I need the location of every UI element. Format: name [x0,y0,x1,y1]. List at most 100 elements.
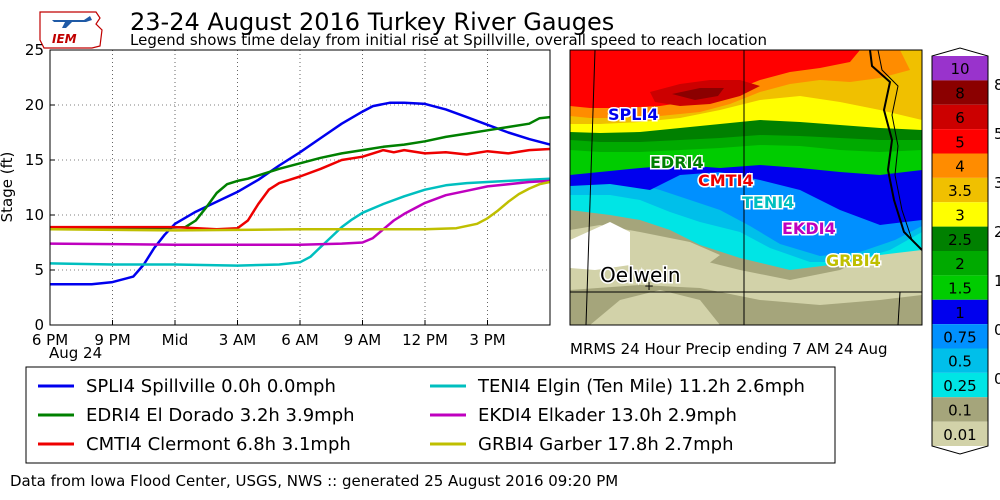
colorbar-label: 6 [955,109,965,127]
x-tick-label: 3 PM [469,331,505,349]
legend-label: SPLI4 Spillville 0.0h 0.0mph [86,376,336,397]
county-line [897,291,901,325]
colorbar-axis-label: 3 [994,174,1000,192]
date-label: Aug 24 [49,344,102,362]
colorbar-label: 2 [955,255,965,273]
legend-label: GRBI4 Garber 17.8h 2.7mph [478,434,734,455]
x-tick-label: 3 AM [219,331,257,349]
legend: SPLI4 Spillville 0.0h 0.0mph EDRI4 El Dor… [25,366,836,464]
station-labels: SPLI4 EDRI4 CMTI4 TENI4 EKDI4 GRBI4 [607,104,883,272]
colorbar-label: 1 [955,304,965,322]
series-line-spli4 [50,101,550,286]
colorbar-swatch [932,202,988,227]
colorbar-swatch [932,104,988,130]
y-tick-label: 15 [25,151,44,169]
colorbar-axis-label: 8 [994,76,1000,94]
x-tick-label: Mid [162,331,189,349]
legend-label: EKDI4 Elkader 13.0h 2.9mph [478,405,737,426]
y-tick-label: 10 [25,206,44,224]
colorbar-label: 8 [955,85,965,103]
colorbar-label: 0.75 [943,328,976,346]
colorbar-swatch [932,421,988,446]
grid-lines [50,50,550,325]
series-line-cmti4 [50,147,550,231]
county-line [585,50,596,325]
colorbar-label: 0.1 [948,401,972,419]
x-tick-label: 6 PM [32,331,68,349]
river-line [877,50,913,241]
map-frame [569,49,923,326]
stage-chart: 0 5 10 15 20 25 6 PM 9 PM Mid 3 AM 6 AM 9 AM 12 PM 3… [0,41,551,362]
colorbar-frame [931,47,989,455]
colorbar-swatch [932,299,988,325]
colorbar-label: 10 [950,60,969,78]
colorbar-label: 2.5 [948,231,972,249]
precip-map: SPLI4 EDRI4 CMTI4 TENI4 EKDI4 GRBI4 Oelw… [569,49,923,358]
footer-credit: Data from Iowa Flood Center, USGS, NWS :… [10,472,618,490]
colorbar-swatch [932,275,988,300]
colorbar-axis-label: 0 [994,321,1000,339]
colorbar-swatch [932,251,988,276]
state-border [869,50,922,251]
y-axis: 0 5 10 15 20 25 [25,41,55,334]
colorbar-label: 1.5 [948,280,972,298]
airplane-icon [52,16,92,28]
series-line-ekdi4 [50,179,550,246]
series-line-teni4 [50,177,550,267]
legend-label: EDRI4 El Dorado 3.2h 3.9mph [86,405,355,426]
colorbar-swatch [932,348,988,373]
map-caption: MRMS 24 Hour Precip ending 7 AM 24 Aug [570,340,888,358]
chart-subtitle: Legend shows time delay from initial ris… [130,31,767,49]
station-label-ekdi4: EKDI4 [782,219,836,238]
precip-colorbar: 1086543.532.521.510.750.50.250.10.018532… [931,47,1000,455]
station-label-edri4: EDRI4 [650,153,704,172]
station-label-teni4: TENI4 [742,193,794,212]
colorbar-swatch [932,153,988,178]
colorbar-swatch [932,177,988,203]
x-tick-label: 6 AM [281,331,319,349]
series-line-edri4 [50,115,550,230]
x-tick-label: 12 PM [402,331,448,349]
colorbar-axis-label: 0 [994,370,1000,388]
colorbar-swatch [932,80,988,105]
colorbar-axis-label: 5 [994,125,1000,143]
series-line-grbi4 [50,180,550,232]
colorbar-axis-label: 2 [994,223,1000,241]
x-axis: 6 PM 9 PM Mid 3 AM 6 AM 9 AM 12 PM 3 PM [32,320,506,349]
no-data-area [570,222,630,270]
colorbar-label: 0.01 [943,426,976,444]
logo-text: IEM [52,32,77,46]
y-tick-label: 20 [25,96,44,114]
colorbar-label: 3 [955,206,965,224]
x-tick-label: 9 PM [94,331,130,349]
colorbar-axis-label: 1 [994,272,1000,290]
colorbar-swatch [932,56,988,81]
precip-band-south-dry [590,290,720,325]
precip-band-8 [672,88,724,100]
legend-label: TENI4 Elgin (Ten Mile) 11.2h 2.6mph [477,376,805,397]
colorbar-swatch [932,397,988,422]
colorbar-label: 5 [955,133,965,151]
y-tick-label: 25 [25,41,44,59]
y-axis-label: Stage (ft) [0,152,16,223]
series-lines [50,101,550,286]
station-label-cmti4: CMTI4 [698,171,754,190]
x-tick-label: 9 AM [344,331,382,349]
colorbar-swatch [932,129,988,154]
city-marker-icon: + [644,279,654,293]
station-label-grbi4: GRBI4 [826,251,881,270]
colorbar-label: 3.5 [948,182,972,200]
colorbar-label: 0.5 [948,353,972,371]
chart-title: 23-24 August 2016 Turkey River Gauges [130,8,614,36]
precip-band-5 [570,50,860,108]
colorbar-swatch [932,372,988,398]
city-label-oelwein: Oelwein [600,263,681,287]
station-label-spli4: SPLI4 [608,105,659,124]
colorbar-swatch [932,324,988,349]
y-tick-label: 0 [34,316,44,334]
colorbar-label: 0.25 [943,377,976,395]
colorbar-label: 4 [955,158,965,176]
iem-logo: IEM [39,11,103,49]
legend-label: CMTI4 Clermont 6.8h 3.1mph [86,434,351,455]
